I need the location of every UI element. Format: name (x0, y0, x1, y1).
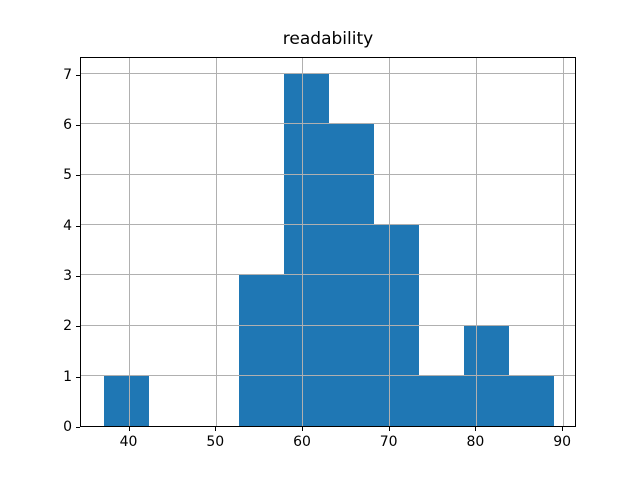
chart-title: readability (282, 29, 374, 49)
x-tick-label: 60 (293, 434, 311, 450)
gridline-horizontal (81, 73, 575, 75)
gridline-horizontal (81, 324, 575, 326)
x-tick-label: 70 (379, 434, 398, 450)
gridline-horizontal (81, 224, 575, 226)
y-tick-mark (76, 326, 80, 328)
x-tick-mark (128, 427, 130, 431)
gridline-vertical (215, 58, 217, 426)
y-tick-mark (76, 124, 80, 126)
histogram-bar (419, 375, 465, 426)
plot-area (80, 57, 576, 427)
x-tick-mark (215, 427, 217, 431)
histogram-bar (509, 375, 555, 426)
y-tick-label: 0 (63, 419, 72, 435)
y-tick-mark (76, 427, 80, 428)
gridline-vertical (389, 58, 391, 426)
histogram-bar (103, 375, 149, 426)
gridline-horizontal (81, 173, 575, 175)
gridline-vertical (302, 58, 304, 426)
y-tick-label: 4 (63, 217, 72, 234)
gridline-horizontal (81, 123, 575, 125)
x-tick-label: 80 (466, 434, 485, 450)
histogram-bar (238, 274, 284, 426)
x-tick-mark (475, 427, 477, 431)
y-tick-mark (76, 275, 80, 277)
histogram-bar (283, 73, 329, 426)
y-tick-label: 2 (63, 318, 72, 335)
y-tick-label: 1 (63, 368, 72, 385)
gridline-horizontal (81, 425, 575, 426)
x-tick-label: 90 (553, 434, 572, 450)
x-tick-mark (301, 427, 303, 431)
y-tick-label: 5 (63, 167, 72, 184)
y-tick-label: 3 (63, 267, 72, 284)
y-tick-mark (76, 376, 80, 378)
x-tick-mark (562, 427, 564, 431)
y-tick-label: 7 (63, 66, 72, 83)
y-tick-mark (76, 225, 80, 227)
x-tick-mark (388, 427, 390, 431)
gridline-vertical (129, 58, 131, 426)
gridline-vertical (475, 58, 477, 426)
gridline-horizontal (81, 274, 575, 276)
gridline-horizontal (81, 375, 575, 377)
y-tick-label: 6 (63, 116, 72, 133)
gridline-vertical (562, 58, 564, 426)
y-tick-mark (76, 74, 80, 76)
x-tick-label: 50 (206, 434, 225, 450)
y-tick-mark (76, 175, 80, 177)
x-tick-label: 40 (119, 434, 138, 450)
